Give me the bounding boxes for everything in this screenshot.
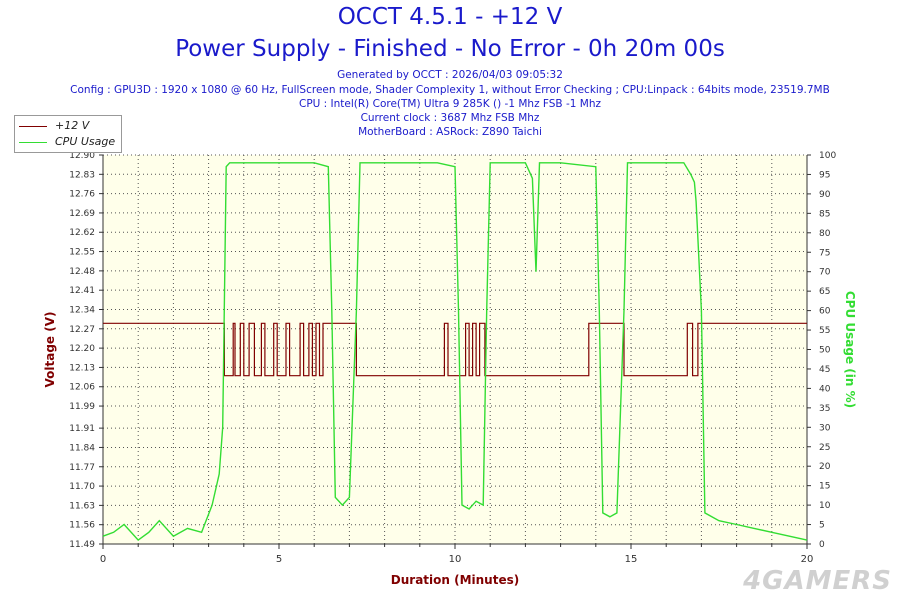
y-tick-label: 12.41 — [69, 286, 95, 296]
y-tick-label: 12.20 — [69, 344, 95, 354]
y2-tick-label: 80 — [819, 229, 831, 239]
y2-tick-label: 55 — [819, 326, 830, 336]
legend-label-voltage: +12 V — [55, 119, 90, 132]
y2-tick-label: 90 — [819, 190, 831, 200]
y2-tick-label: 15 — [819, 482, 830, 492]
y2-tick-label: 40 — [819, 384, 831, 394]
legend-swatch-cpu — [19, 142, 47, 143]
y-axis-label: Voltage (V) — [43, 312, 57, 388]
y-tick-label: 12.90 — [69, 151, 95, 161]
y-tick-label: 11.84 — [69, 443, 95, 453]
y2-tick-label: 50 — [819, 346, 831, 356]
y-tick-label: 11.49 — [69, 540, 95, 550]
watermark-logo: 4GAMERS — [743, 566, 892, 596]
y2-tick-label: 100 — [819, 151, 836, 161]
y2-tick-label: 95 — [819, 170, 830, 180]
y-tick-label: 12.83 — [69, 170, 95, 180]
x-tick-label: 5 — [276, 554, 282, 565]
series-line-voltage — [103, 322, 807, 377]
y-tick-label: 12.13 — [69, 363, 95, 373]
config-info: Config : GPU3D : 1920 x 1080 @ 60 Hz, Fu… — [70, 84, 830, 96]
y-tick-label: 12.62 — [69, 228, 95, 238]
y-tick-label: 12.27 — [69, 325, 95, 335]
motherboard-info: MotherBoard : ASRock: Z890 Taichi — [358, 126, 542, 138]
y2-tick-label: 5 — [819, 521, 825, 531]
x-tick-label: 20 — [801, 554, 814, 565]
y-tick-label: 11.70 — [69, 482, 95, 492]
y2-tick-label: 25 — [819, 443, 830, 453]
y2-tick-label: 0 — [819, 540, 825, 550]
y2-tick-label: 10 — [819, 501, 831, 511]
cpu-info: CPU : Intel(R) Core(TM) Ultra 9 285K () … — [298, 98, 602, 110]
y2-tick-label: 70 — [819, 268, 831, 278]
x-axis-label: Duration (Minutes) — [391, 573, 519, 587]
y-tick-label: 11.91 — [69, 424, 95, 434]
y-tick-label: 12.06 — [69, 383, 95, 393]
x-tick-label: 0 — [100, 554, 106, 565]
y2-tick-label: 85 — [819, 209, 830, 219]
y2-tick-label: 65 — [819, 287, 830, 297]
y2-tick-label: 20 — [819, 462, 831, 472]
generated-info: Generated by OCCT : 2026/04/03 09:05:32 — [337, 69, 563, 81]
y-tick-label: 11.63 — [69, 501, 95, 511]
y-tick-label: 12.69 — [69, 209, 95, 219]
x-tick-label: 15 — [625, 554, 638, 565]
y-tick-label: 12.48 — [69, 267, 95, 277]
y2-tick-label: 30 — [819, 423, 831, 433]
y2-tick-label: 45 — [819, 365, 830, 375]
y-tick-label: 11.56 — [69, 521, 95, 531]
x-tick-label: 10 — [449, 554, 462, 565]
legend-swatch-voltage — [19, 126, 47, 127]
y2-axis-label: CPU Usage (in %) — [843, 291, 857, 408]
y-tick-label: 11.77 — [69, 463, 95, 473]
y-tick-label: 12.76 — [69, 190, 95, 200]
clock-info: Current clock : 3687 Mhz FSB Mhz — [360, 112, 540, 124]
y2-tick-label: 60 — [819, 307, 831, 317]
chart-title: OCCT 4.5.1 - +12 V — [337, 4, 563, 30]
y2-tick-label: 35 — [819, 404, 830, 414]
y-tick-label: 12.34 — [69, 305, 95, 315]
legend-label-cpu: CPU Usage — [55, 135, 116, 148]
chart-subtitle: Power Supply - Finished - No Error - 0h … — [175, 36, 725, 62]
series-line-cpu — [102, 162, 808, 542]
y2-tick-label: 75 — [819, 248, 830, 258]
chart-legend: +12 V CPU Usage — [14, 115, 122, 153]
y-tick-label: 11.99 — [69, 402, 95, 412]
y-tick-label: 12.55 — [69, 248, 95, 258]
